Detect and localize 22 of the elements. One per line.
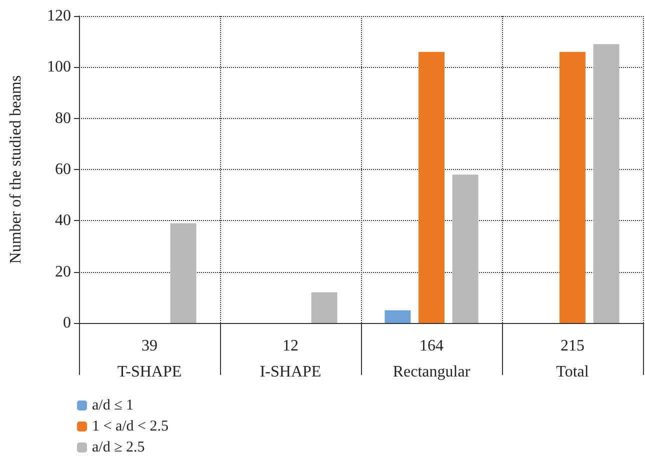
y-tick-label: 40 [55, 212, 71, 230]
bar [311, 292, 338, 323]
x-tick-label: 164 Rectangular [392, 338, 471, 380]
legend-label: 1 < a/d < 2.5 [92, 418, 168, 434]
y-tick-label: 100 [47, 58, 71, 76]
bar [170, 223, 196, 323]
bar [384, 310, 411, 323]
legend-label: a/d ≥ 2.5 [92, 440, 145, 456]
y-tick-label: 0 [63, 314, 71, 332]
x-tick-label: 12 I-SHAPE [260, 338, 322, 380]
bar [418, 52, 444, 323]
x-tick-label: 215 Total [556, 338, 590, 380]
bar [560, 52, 586, 323]
x-tick-label: 39 T-SHAPE [117, 338, 182, 380]
bar [452, 174, 478, 323]
y-tick-label: 120 [47, 8, 71, 24]
y-tick-label: 20 [55, 263, 71, 280]
y-axis-title: Number of the studied beams [8, 75, 24, 264]
y-tick-label: 60 [55, 161, 71, 178]
bar [593, 44, 620, 323]
legend-label: a/d ≤ 1 [92, 398, 134, 414]
y-tick-label: 80 [55, 110, 71, 127]
